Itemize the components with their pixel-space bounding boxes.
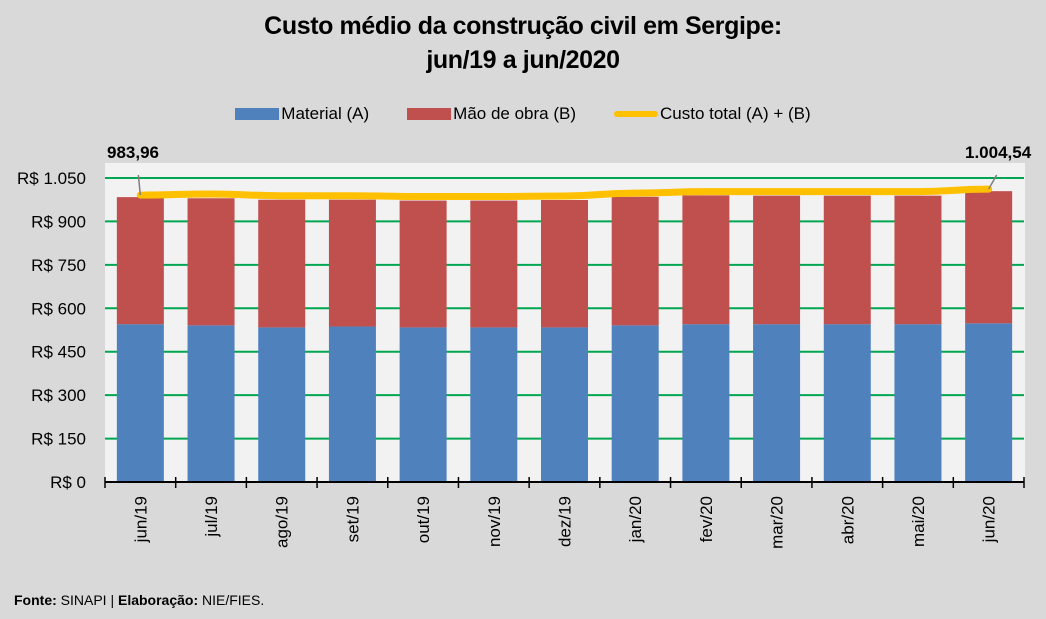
- footer-source-value: SINAPI |: [56, 592, 118, 608]
- bar-material: [399, 327, 447, 482]
- bar-material: [894, 324, 942, 482]
- annotation-leader: [988, 174, 998, 190]
- footer-credit-label: Elaboração:: [117, 592, 199, 608]
- bar-mao-de-obra: [965, 191, 1013, 324]
- bar-material: [541, 327, 588, 482]
- y-tick-label: R$ 450: [31, 343, 86, 362]
- bar-mao-de-obra: [328, 199, 376, 327]
- bar-mao-de-obra: [823, 195, 871, 325]
- bar-mao-de-obra: [187, 198, 235, 326]
- x-tick-label: out/19: [414, 496, 433, 543]
- legend-swatch-mao-de-obra: [407, 108, 452, 120]
- x-tick-label: fev/20: [697, 496, 716, 542]
- data-label: 983,96: [107, 143, 159, 162]
- y-tick-label: R$ 600: [31, 299, 86, 318]
- bar-mao-de-obra: [894, 195, 942, 325]
- annotation-leader: [137, 174, 142, 196]
- x-tick-label: jun/20: [980, 496, 999, 543]
- x-tick-label: nov/19: [485, 496, 504, 547]
- bar-material: [258, 327, 306, 482]
- legend-label-mao-de-obra: Mão de obra (B): [453, 104, 576, 123]
- chart-legend: Material (A) Mão de obra (B) Custo total…: [0, 104, 1046, 124]
- bar-material: [611, 325, 659, 482]
- x-tick-label: jul/19: [202, 496, 221, 538]
- legend-swatch-material: [235, 108, 280, 120]
- legend-item-custo-total: Custo total (A) + (B): [614, 104, 811, 124]
- bar-material: [187, 325, 235, 482]
- chart-subtitle: jun/19 a jun/2020: [426, 46, 620, 74]
- legend-item-material: Material (A): [235, 104, 369, 124]
- y-tick-label: R$ 300: [31, 386, 86, 405]
- bar-mao-de-obra: [470, 200, 518, 328]
- x-tick-label: ago/19: [273, 496, 292, 548]
- data-label: 1.004,54: [965, 143, 1032, 162]
- bar-mao-de-obra: [682, 195, 730, 325]
- x-tick-label: mai/20: [909, 496, 928, 547]
- x-tick-label: jun/19: [131, 496, 150, 543]
- footer-credit-value: NIE/FIES.: [198, 592, 265, 608]
- x-tick-label: jan/20: [626, 496, 645, 543]
- y-tick-label: R$ 900: [31, 212, 86, 231]
- legend-label-custo-total: Custo total (A) + (B): [660, 104, 811, 123]
- bar-material: [682, 324, 730, 482]
- bar-material: [116, 324, 164, 482]
- x-tick-label: abr/20: [838, 496, 857, 544]
- y-tick-label: R$ 750: [31, 256, 86, 275]
- x-tick-label: set/19: [343, 496, 362, 542]
- bar-material: [470, 327, 518, 482]
- bar-mao-de-obra: [611, 196, 659, 326]
- y-tick-label: R$ 150: [31, 430, 86, 449]
- bar-mao-de-obra: [258, 199, 306, 328]
- legend-label-material: Material (A): [281, 104, 370, 123]
- y-tick-label: R$ 0: [50, 473, 86, 492]
- bar-mao-de-obra: [116, 197, 164, 325]
- legend-item-mao-de-obra: Mão de obra (B): [407, 104, 576, 124]
- line-custo-total: [136, 185, 993, 201]
- bar-material: [328, 326, 376, 482]
- footer-source-label: Fonte:: [14, 592, 57, 608]
- x-tick-label: dez/19: [556, 496, 575, 547]
- bar-mao-de-obra: [541, 200, 588, 328]
- x-tick-label: mar/20: [768, 496, 787, 549]
- bar-material: [753, 324, 801, 482]
- bar-mao-de-obra: [399, 200, 447, 328]
- footer-source: Fonte: SINAPI | Elaboração: NIE/FIES.: [14, 592, 264, 608]
- y-tick-label: R$ 1.050: [17, 169, 86, 188]
- bar-mao-de-obra: [753, 195, 801, 325]
- legend-swatch-custo-total: [614, 111, 658, 117]
- bar-material: [823, 324, 871, 482]
- chart-title: Custo médio da construção civil em Sergi…: [264, 12, 782, 40]
- bar-material: [965, 323, 1013, 482]
